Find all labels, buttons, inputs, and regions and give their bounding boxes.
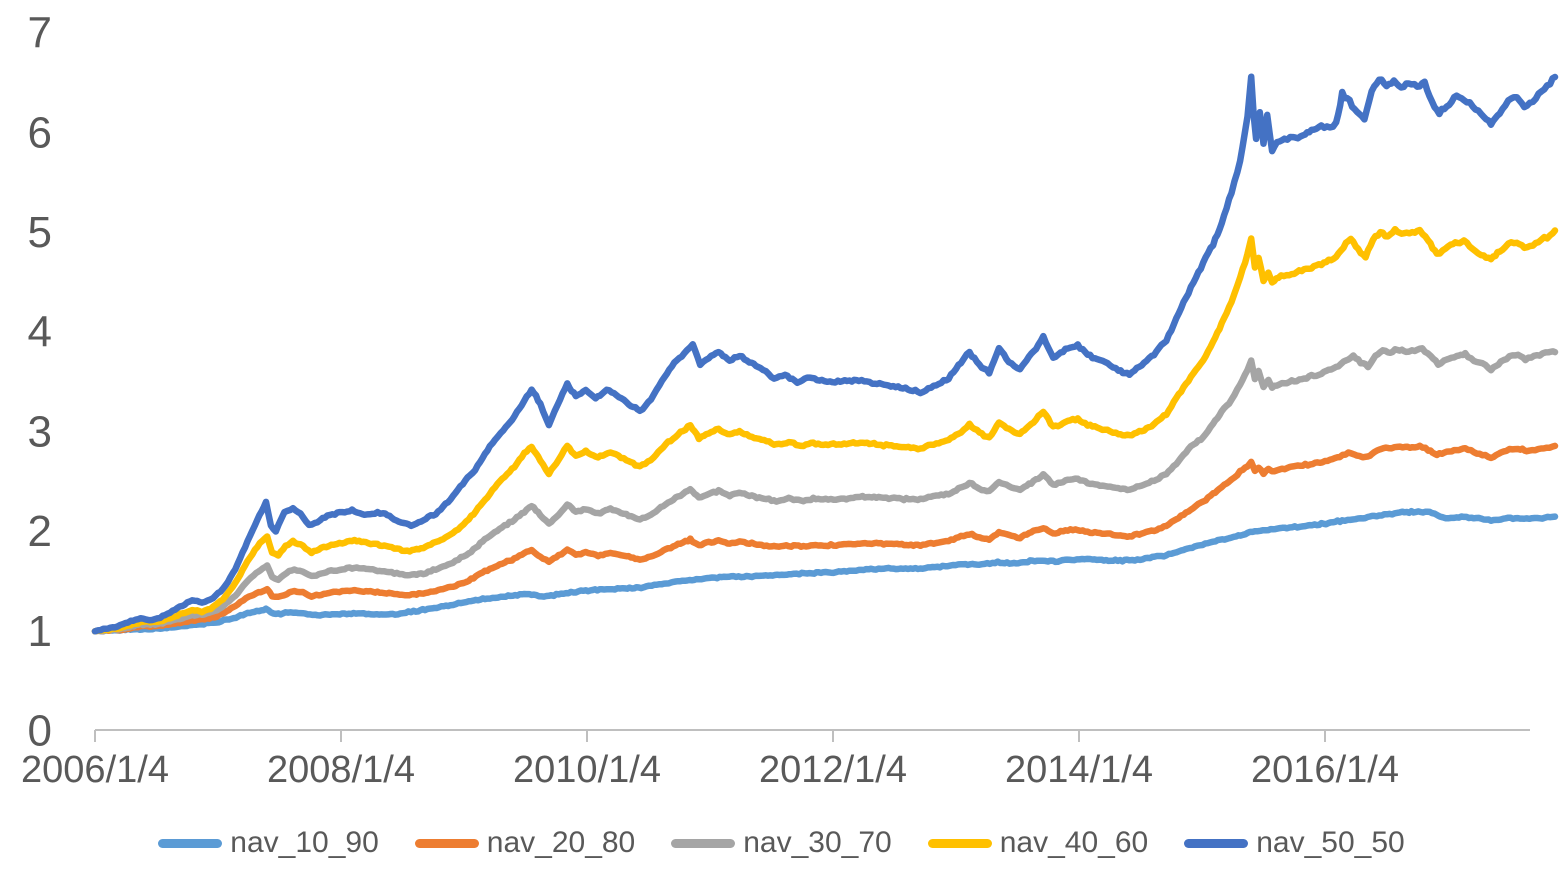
x-axis-tick-label: 2010/1/4 [513,749,661,791]
x-axis-tick-label: 2006/1/4 [21,749,169,791]
y-axis-tick-label: 7 [28,9,52,58]
legend-label: nav_40_60 [999,826,1149,859]
chart-legend: nav_10_90 nav_20_80 nav_30_70 nav_40_60 nav_… [0,826,1563,860]
legend-swatch-nav_40_60 [927,838,992,848]
y-axis-tick-label: 1 [28,607,52,656]
legend-swatch-nav_30_70 [671,838,736,848]
legend-label: nav_50_50 [1256,826,1405,859]
y-axis-tick-label: 2 [28,507,52,556]
y-axis-tick-label: 5 [28,208,52,257]
series-line-nav_40_60 [91,225,1559,635]
x-axis-tick-label: 2016/1/4 [1251,749,1399,791]
x-axis-tick-label: 2012/1/4 [759,749,907,791]
series-line-nav_30_70 [91,345,1559,635]
legend-swatch-nav_10_90 [158,838,223,848]
y-axis-tick-label: 6 [28,108,52,157]
legend-label: nav_30_70 [743,826,892,859]
x-axis-tick-label: 2008/1/4 [267,749,415,791]
series-line-nav_10_90 [91,507,1559,635]
legend-label: nav_20_80 [486,826,636,859]
legend-item-nav_50_50: nav_50_50 [1184,826,1405,860]
legend-swatch-nav_20_80 [414,838,479,848]
legend-label: nav_10_90 [230,826,379,859]
chart-plot-area: 0 1 2 3 4 5 6 7 2006/1/4 2008/1/4 2010/1/4 2012/1/4… [21,9,1559,791]
legend-swatch-nav_50_50 [1184,838,1249,848]
legend-item-nav_40_60: nav_40_60 [927,826,1149,860]
x-axis-tick-label: 2014/1/4 [1005,749,1153,791]
legend-item-nav_30_70: nav_30_70 [671,826,892,860]
legend-item-nav_20_80: nav_20_80 [414,826,636,860]
series-line-nav_50_50 [91,73,1559,635]
y-axis-tick-label: 0 [28,707,52,756]
y-axis-tick-label: 4 [28,308,52,357]
legend-item-nav_10_90: nav_10_90 [158,826,379,860]
series-line-nav_20_80 [91,442,1559,635]
y-axis-tick-label: 3 [28,407,52,456]
